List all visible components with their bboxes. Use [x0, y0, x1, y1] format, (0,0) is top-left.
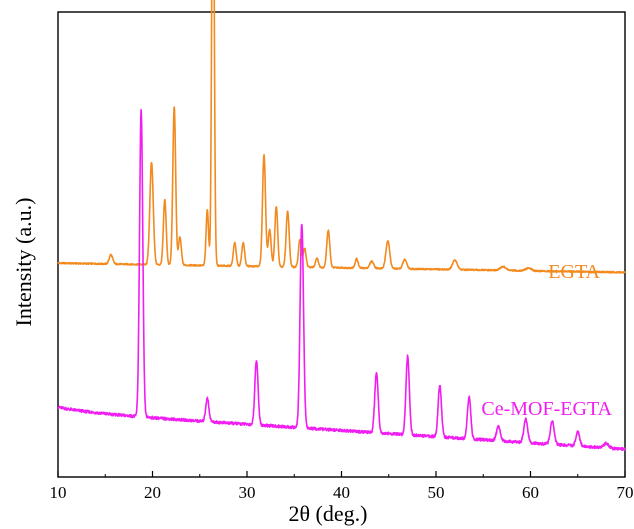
x-axis-ticks: 10 20 30 40 50 60 70	[50, 471, 634, 502]
annotation-ce-mof-egta: Ce-MOF-EGTA	[481, 398, 612, 420]
x-tick-label: 70	[617, 483, 634, 502]
series-line-egta	[57, 0, 626, 274]
x-tick-label: 30	[239, 483, 256, 502]
series-line-ce-mof-egta	[57, 108, 626, 452]
annotation-egta: EGTA	[548, 261, 600, 283]
x-tick-label: 20	[144, 483, 161, 502]
x-axis-label: 2θ (deg.)	[289, 501, 368, 526]
x-tick-label: 40	[333, 483, 350, 502]
series-layer	[57, 0, 626, 452]
y-axis-label: Intensity (a.u.)	[11, 198, 36, 327]
x-tick-label: 60	[522, 483, 539, 502]
x-tick-label: 10	[50, 483, 67, 502]
x-tick-label: 50	[428, 483, 445, 502]
